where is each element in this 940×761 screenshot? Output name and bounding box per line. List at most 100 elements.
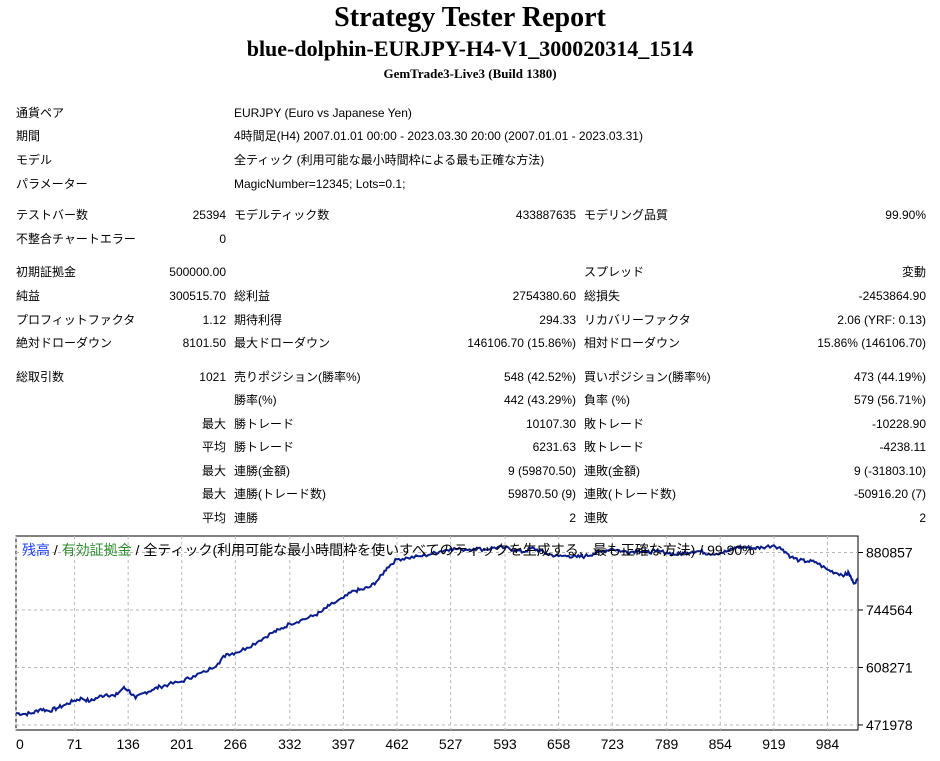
x-tick-label: 71 bbox=[67, 736, 83, 752]
expected-value: 294.33 bbox=[539, 313, 576, 327]
gross-loss-label: 総損失 bbox=[584, 289, 621, 303]
largest-win-label: 勝トレード bbox=[234, 417, 295, 431]
avg-loss-label: 敗トレード bbox=[584, 440, 645, 454]
deposit-value: 500000.00 bbox=[169, 265, 226, 279]
max-label-2: 最大 bbox=[201, 464, 226, 478]
pf-value: 1.12 bbox=[202, 313, 226, 327]
balance-line bbox=[15, 544, 859, 718]
win-rate-label: 勝率(%) bbox=[234, 393, 277, 407]
net-value: 300515.70 bbox=[169, 289, 226, 303]
total-trades-label: 総取引数 bbox=[16, 370, 65, 384]
x-tick-label: 919 bbox=[762, 736, 786, 752]
report-subtitle: blue-dolphin-EURJPY-H4-V1_300020314_1514 bbox=[246, 36, 694, 61]
gross-profit-value: 2754380.60 bbox=[512, 289, 576, 303]
pair-label: 通貨ペア bbox=[16, 106, 65, 120]
legend-model-info: / 全ティック(利用可能な最小時間枠を使いすべてのティックを生成する、最も正確な… bbox=[132, 542, 755, 558]
avg-consec-win-label: 連勝 bbox=[234, 511, 259, 525]
mismatch-label: 不整合チャートエラー bbox=[16, 232, 136, 246]
quality-value: 99.90% bbox=[885, 208, 926, 222]
quality-label: モデリング品質 bbox=[584, 208, 669, 222]
legend-equity: 有効証拠金 bbox=[62, 542, 132, 558]
ticks-value: 433887635 bbox=[515, 208, 576, 222]
balance-chart: 0 71 136 201 266 332 397 462 527 593 658 723 789 854 9… bbox=[15, 535, 913, 752]
recovery-value: 2.06 (YRF: 0.13) bbox=[837, 313, 926, 327]
spread-value: 変動 bbox=[901, 265, 926, 279]
x-tick-label: 462 bbox=[385, 736, 409, 752]
bars-value: 25394 bbox=[192, 208, 226, 222]
period-label: 期間 bbox=[16, 129, 41, 143]
consec-win-amt-value: 9 (59870.50) bbox=[507, 464, 576, 478]
legend-separator: / bbox=[50, 542, 62, 558]
abs-dd-label: 絶対ドローダウン bbox=[16, 336, 113, 350]
gross-loss-value: -2453864.90 bbox=[858, 289, 926, 303]
deposit-label: 初期証拠金 bbox=[16, 265, 77, 279]
long-value: 473 (44.19%) bbox=[853, 370, 926, 384]
ticks-label: モデルティック数 bbox=[234, 208, 330, 222]
x-tick-label: 789 bbox=[655, 736, 679, 752]
model-label: モデル bbox=[16, 153, 53, 167]
consec-loss-cnt-label: 連敗(トレード数) bbox=[584, 487, 676, 501]
model-value: 全ティック (利用可能な最小時間枠による最も正確な方法) bbox=[234, 153, 545, 167]
pair-value: EURJPY (Euro vs Japanese Yen) bbox=[234, 106, 412, 120]
long-label: 買いポジション(勝率%) bbox=[584, 370, 711, 384]
x-tick-label: 332 bbox=[278, 736, 302, 752]
max-dd-label: 最大ドローダウン bbox=[234, 336, 331, 350]
largest-loss-value: -10228.90 bbox=[871, 417, 926, 431]
spread-label: スプレッド bbox=[584, 265, 645, 279]
y-tick-label: 608271 bbox=[866, 659, 913, 675]
total-trades-value: 1021 bbox=[199, 370, 226, 384]
short-value: 548 (42.52%) bbox=[503, 370, 576, 384]
x-tick-label: 854 bbox=[709, 736, 733, 752]
x-tick-label: 397 bbox=[332, 736, 356, 752]
y-tick-label: 880857 bbox=[866, 545, 913, 561]
avg-consec-loss-label: 連敗 bbox=[584, 511, 609, 525]
consec-win-cnt-value: 59870.50 (9) bbox=[507, 487, 576, 501]
short-label: 売りポジション(勝率%) bbox=[234, 370, 361, 384]
gross-profit-label: 総利益 bbox=[234, 289, 271, 303]
consec-win-cnt-label: 連勝(トレード数) bbox=[234, 487, 326, 501]
y-tick-label: 744564 bbox=[866, 602, 913, 618]
max-label: 最大 bbox=[201, 417, 226, 431]
period-value: 4時間足(H4) 2007.01.01 00:00 - 2023.03.30 2… bbox=[234, 129, 643, 143]
x-tick-label: 0 bbox=[16, 736, 24, 752]
loss-rate-label: 負率 (%) bbox=[584, 393, 630, 407]
legend-balance: 残高 bbox=[22, 542, 50, 558]
max-label-3: 最大 bbox=[201, 487, 226, 501]
x-tick-label: 136 bbox=[116, 736, 140, 752]
win-rate-value: 442 (43.29%) bbox=[503, 393, 576, 407]
consec-win-amt-label: 連勝(金額) bbox=[234, 464, 290, 478]
params-label: パラメーター bbox=[16, 177, 88, 191]
loss-rate-value: 579 (56.71%) bbox=[853, 393, 926, 407]
largest-win-value: 10107.30 bbox=[525, 417, 576, 431]
x-tick-label: 527 bbox=[439, 736, 463, 752]
x-tick-label: 266 bbox=[224, 736, 248, 752]
y-tick-label: 471978 bbox=[866, 717, 913, 733]
avg-label: 平均 bbox=[201, 440, 226, 454]
consec-loss-cnt-value: -50916.20 (7) bbox=[853, 487, 926, 501]
pf-label: プロフィットファクタ bbox=[16, 313, 136, 327]
x-tick-label: 984 bbox=[816, 736, 840, 752]
mismatch-value: 0 bbox=[219, 232, 226, 246]
y-axis-ticks: 471978 608271 744564 880857 bbox=[858, 545, 913, 733]
rel-dd-value: 15.86% (146106.70) bbox=[817, 336, 926, 350]
server-build: GemTrade3-Live3 (Build 1380) bbox=[383, 66, 557, 81]
recovery-label: リカバリーファクタ bbox=[584, 313, 691, 327]
plot-frame bbox=[15, 535, 859, 731]
avg-label-2: 平均 bbox=[201, 511, 226, 525]
avg-win-label: 勝トレード bbox=[234, 440, 295, 454]
bars-label: テストバー数 bbox=[16, 208, 89, 222]
consec-loss-amt-value: 9 (-31803.10) bbox=[853, 464, 926, 478]
net-label: 純益 bbox=[16, 289, 41, 303]
max-dd-value: 146106.70 (15.86%) bbox=[467, 336, 576, 350]
x-axis-ticks: 0 71 136 201 266 332 397 462 527 593 658 723 789 854 9… bbox=[16, 736, 839, 752]
x-tick-label: 593 bbox=[493, 736, 517, 752]
consec-loss-amt-label: 連敗(金額) bbox=[584, 464, 640, 478]
avg-consec-win-value: 2 bbox=[569, 511, 576, 525]
grid bbox=[15, 536, 858, 730]
x-tick-label: 723 bbox=[601, 736, 625, 752]
expected-label: 期待利得 bbox=[234, 313, 283, 327]
x-tick-label: 201 bbox=[170, 736, 194, 752]
avg-win-value: 6231.63 bbox=[532, 440, 576, 454]
largest-loss-label: 敗トレード bbox=[584, 417, 645, 431]
chart-legend: 残高 / 有効証拠金 / 全ティック(利用可能な最小時間枠を使いすべてのティック… bbox=[22, 542, 755, 558]
